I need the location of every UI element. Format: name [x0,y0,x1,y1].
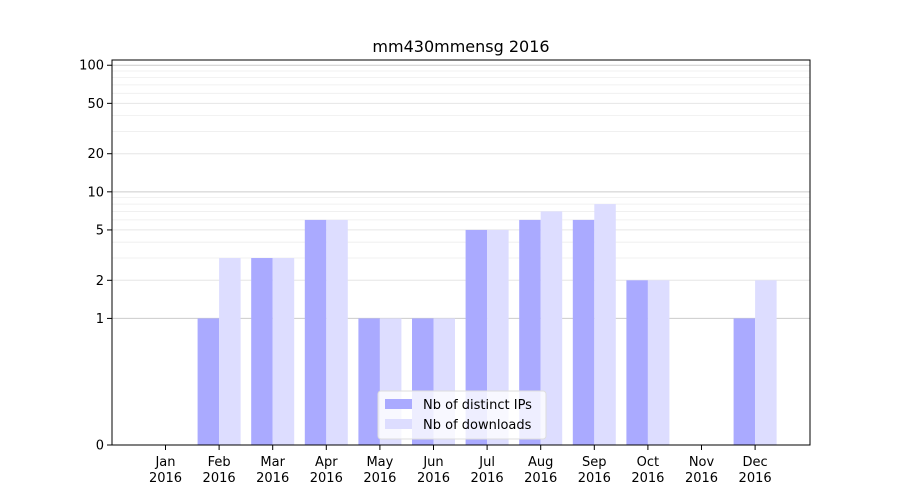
legend-swatch [385,399,412,409]
bars [197,204,777,445]
x-tick-label-year: 2016 [149,471,182,486]
y-tick-label: 10 [87,185,104,200]
x-tick-label-year: 2016 [685,471,718,486]
x-tick-label-year: 2016 [739,471,772,486]
legend-label: Nb of downloads [423,418,532,433]
bar-downloads [755,280,777,445]
bar-distinct-ips [197,318,220,445]
legend-label: Nb of distinct IPs [423,398,532,413]
bar-distinct-ips [572,219,595,445]
bar-downloads [540,211,563,445]
x-tick-label-month: May [366,455,393,470]
plot-frame [111,59,811,446]
x-tick-label-year: 2016 [631,471,664,486]
legend: Nb of distinct IPs Nb of downloads [377,390,547,440]
x-tick-label-year: 2016 [256,471,289,486]
x-tick-label-year: 2016 [578,471,611,486]
x-axis: Jan2016Feb2016Mar2016Apr2016May2016Jun20… [149,445,772,486]
x-tick-label-month: Nov [689,455,715,470]
x-tick-label-year: 2016 [310,471,343,486]
y-tick-label: 20 [87,147,104,162]
bar-distinct-ips [251,258,273,445]
bar-distinct-ips [519,219,541,445]
bar-downloads [272,258,295,445]
x-tick-label-year: 2016 [203,471,236,486]
bar-downloads [326,219,348,445]
x-tick-label-year: 2016 [417,471,450,486]
bar-downloads [219,258,241,445]
y-tick-label: 1 [96,312,104,327]
x-tick-label-month: Apr [315,455,338,470]
x-tick-label-month: Dec [743,455,768,470]
y-tick-label: 100 [79,59,104,74]
x-tick-label-month: Mar [260,455,285,470]
chart-title: mm430mmensg 2016 [372,37,549,56]
x-tick-label-month: Aug [528,455,553,470]
bar-distinct-ips [626,280,648,445]
bar-downloads [594,204,616,445]
x-tick-label-month: Jul [478,455,495,470]
x-tick-label-month: Oct [637,455,659,470]
x-tick-label-year: 2016 [471,471,504,486]
y-tick-label: 50 [87,97,104,112]
y-tick-label: 5 [96,223,104,238]
x-tick-label-month: Jun [422,455,443,470]
x-tick-label-month: Jan [154,455,175,470]
bar-distinct-ips [733,318,756,445]
x-tick-label-month: Feb [208,455,231,470]
bar-distinct-ips [304,219,327,445]
x-tick-label-year: 2016 [524,471,557,486]
y-tick-label: 2 [96,274,104,289]
y-axis: 0 1 2 5 10 20 50 100 [79,59,112,454]
x-tick-label-year: 2016 [363,471,396,486]
bar-distinct-ips [358,318,380,445]
x-tick-label-month: Sep [582,455,607,470]
y-tick-label: 0 [96,439,104,454]
legend-box [377,390,547,440]
grid [112,64,810,319]
bar-downloads [647,280,670,445]
legend-swatch [385,419,412,429]
